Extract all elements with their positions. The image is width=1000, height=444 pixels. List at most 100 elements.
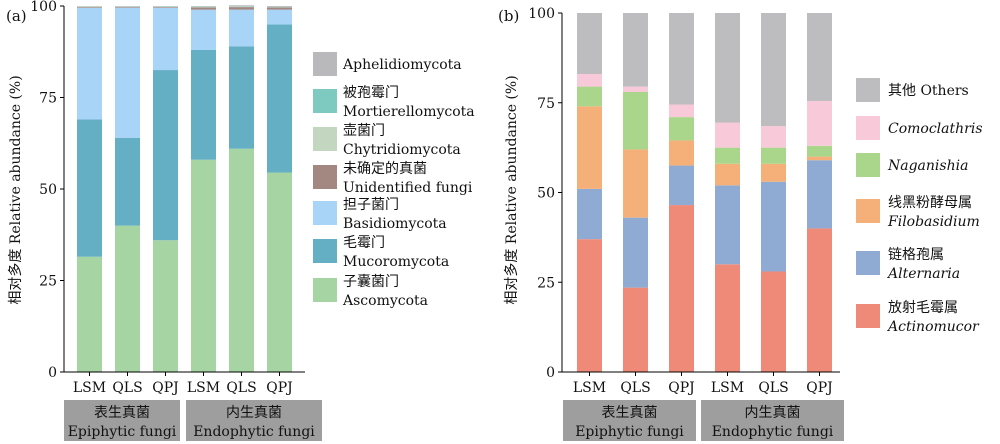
bar-segment-filobasidium-3 xyxy=(715,163,740,186)
y-tick-label: 50 xyxy=(537,186,555,202)
legend-swatch xyxy=(313,201,337,225)
bar-segment-alternaria-0 xyxy=(577,188,602,240)
panel-b: (b) 相对多度 Relative abundance (%) LSM QLS QP… xyxy=(498,6,983,441)
bar-segment-ascomycota-0 xyxy=(77,256,102,372)
bar-segment-actinomucor-2 xyxy=(669,205,694,372)
legend-swatch xyxy=(313,165,337,189)
bar-segment-naganishia-5 xyxy=(807,145,832,157)
bar-segment-actinomucor-3 xyxy=(715,264,740,372)
legend-label: 放射毛霉属 xyxy=(888,300,958,316)
bar-segment-others-5 xyxy=(807,13,832,101)
legend-label: 子囊菌门 xyxy=(343,273,399,290)
bar-segment-unidentified-fungi-1 xyxy=(115,7,140,8)
bar-segment-comoclathris-0 xyxy=(577,74,602,87)
bar-segment-filobasidium-5 xyxy=(807,156,832,161)
x-tick-label: QPJ xyxy=(668,380,695,396)
x-tick-label: QLS xyxy=(112,380,142,396)
bar-segment-basidiomycota-5 xyxy=(267,9,292,25)
bar-segment-alternaria-1 xyxy=(623,217,648,288)
legend-label: Actinomucor xyxy=(886,319,980,335)
legend-label: 被孢霉门 xyxy=(343,85,399,101)
bar-segment-mucoromycota-0 xyxy=(77,119,102,257)
legend-label: 链格孢属 xyxy=(888,247,944,263)
legend-label: 毛霉门 xyxy=(343,235,385,251)
legend-label: Alternaria xyxy=(886,266,960,282)
y-tick-label: 75 xyxy=(39,91,57,107)
group-box xyxy=(186,400,322,441)
bar-segment-comoclathris-4 xyxy=(761,126,786,148)
legend-label: 线黑粉酵母属 xyxy=(888,195,972,211)
group-box xyxy=(563,400,696,441)
bar-segment-filobasidium-1 xyxy=(623,149,648,218)
legend-label: Naganishia xyxy=(887,158,968,174)
bar-segment-unidentified-fungi-2 xyxy=(153,7,178,8)
bar-segment-others-4 xyxy=(761,13,786,127)
group-label-cn: 内生真菌 xyxy=(226,405,282,421)
legend-label: Aphelidiomycota xyxy=(342,57,462,73)
y-tick-label: 0 xyxy=(546,365,555,381)
y-tick-label: 100 xyxy=(30,0,57,15)
legend-label: Chytridiomycota xyxy=(343,142,461,158)
legend-label: Ascomycota xyxy=(342,293,428,309)
x-tick-label: QLS xyxy=(620,380,650,396)
bar-segment-basidiomycota-0 xyxy=(77,7,102,120)
bar-segment-naganishia-4 xyxy=(761,147,786,164)
bar-segment-naganishia-1 xyxy=(623,91,648,150)
bar-segment-filobasidium-2 xyxy=(669,140,694,166)
bar-segment-unidentified-fungi-4 xyxy=(229,7,254,10)
group-label-en: Endophytic fungi xyxy=(712,424,834,440)
bar-segment-aphelidiomycota-5 xyxy=(267,6,292,7)
x-tick-label: LSM xyxy=(73,380,106,396)
group-box xyxy=(64,400,180,441)
bar-segment-mucoromycota-3 xyxy=(191,49,216,160)
group-label-en: Epiphytic fungi xyxy=(575,424,684,440)
legend-swatch xyxy=(856,199,880,223)
legend-swatch xyxy=(313,278,337,302)
bar-segment-comoclathris-3 xyxy=(715,122,740,148)
legend-swatch xyxy=(313,89,337,113)
group-label-en: Epiphytic fungi xyxy=(68,424,177,440)
legend-label: 其他 Others xyxy=(888,83,969,99)
x-tick-label: LSM xyxy=(573,380,606,396)
legend-swatch xyxy=(313,52,337,76)
panel-a: (a) 相对多度 Relative abundance (%) LSM QLS QP… xyxy=(6,0,475,441)
bar-segment-others-1 xyxy=(623,13,648,87)
legend-label: Basidiomycota xyxy=(343,216,447,232)
x-tick-label: QPJ xyxy=(806,380,833,396)
bar-segment-comoclathris-5 xyxy=(807,100,832,146)
panel-b-ylabel: 相对多度 Relative abundance (%) xyxy=(503,75,520,304)
legend-swatch xyxy=(856,116,880,140)
legend-swatch xyxy=(313,127,337,151)
x-tick-label: QLS xyxy=(226,380,256,396)
group-label-en: Endophytic fungi xyxy=(193,424,315,440)
y-tick-label: 0 xyxy=(48,365,57,381)
bar-segment-unidentified-fungi-5 xyxy=(267,7,292,10)
bar-segment-filobasidium-0 xyxy=(577,106,602,189)
legend-swatch xyxy=(856,78,880,102)
group-label-cn: 表生真菌 xyxy=(94,405,150,421)
bar-segment-comoclathris-1 xyxy=(623,86,648,92)
legend-label: Mucoromycota xyxy=(343,254,449,270)
y-tick-label: 50 xyxy=(39,182,57,198)
bar-segment-basidiomycota-1 xyxy=(115,7,140,138)
panel-a-ylabel: 相对多度 Relative abundance (%) xyxy=(7,75,24,304)
legend-label: Unidentified fungi xyxy=(343,180,473,196)
bar-segment-others-2 xyxy=(669,13,694,105)
legend-label: 未确定的真菌 xyxy=(343,161,427,177)
y-tick-label: 25 xyxy=(537,275,555,291)
legend-label: 担子菌门 xyxy=(343,197,399,213)
bar-segment-basidiomycota-4 xyxy=(229,9,254,47)
bar-segment-others-3 xyxy=(715,13,740,123)
legend-swatch xyxy=(856,153,880,177)
group-label-cn: 表生真菌 xyxy=(602,405,658,421)
bar-segment-chytridiomycota-3 xyxy=(191,6,216,8)
bar-segment-ascomycota-1 xyxy=(115,225,140,372)
panel-b-label: (b) xyxy=(498,7,519,25)
x-tick-label: LSM xyxy=(711,380,744,396)
bar-segment-aphelidiomycota-4 xyxy=(229,5,254,7)
x-tick-label: QLS xyxy=(758,380,788,396)
legend-label: 壶菌门 xyxy=(343,123,385,139)
panel-a-label: (a) xyxy=(6,7,27,25)
bar-segment-mucoromycota-5 xyxy=(267,24,292,173)
bar-segment-naganishia-0 xyxy=(577,86,602,107)
